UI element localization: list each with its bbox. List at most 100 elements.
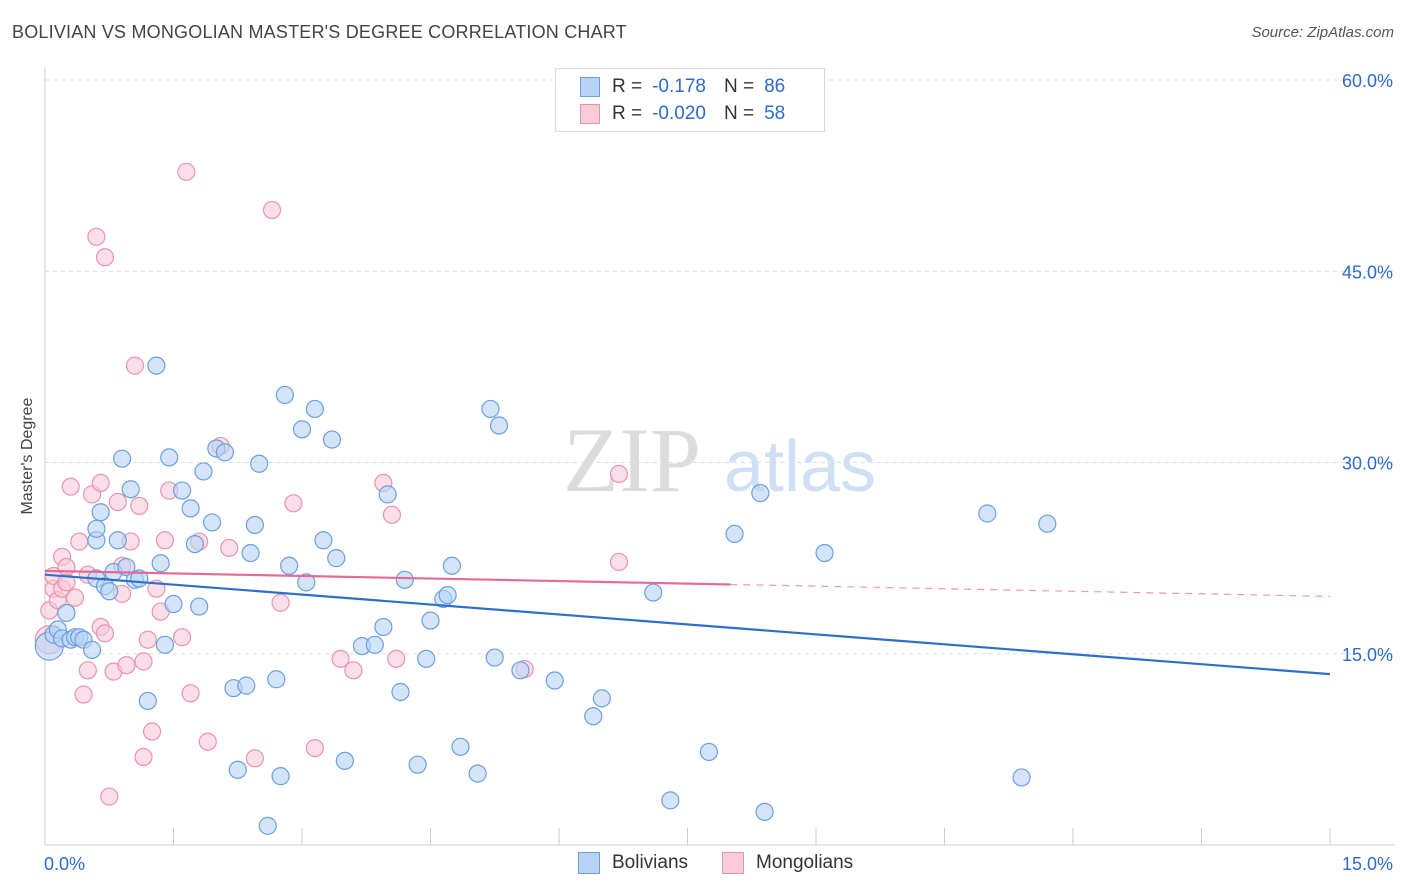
n-label: N = <box>723 76 755 97</box>
watermark-zip: ZIP <box>563 409 701 511</box>
mongolians-point <box>609 552 629 572</box>
bolivians-point <box>365 635 384 654</box>
stats-legend-row-bolivians: R = -0.178 N = 86 <box>580 74 785 100</box>
mongolians-point <box>125 356 145 375</box>
mongolians-point <box>344 661 363 680</box>
legend-label-mongolians: Mongolians <box>756 852 854 873</box>
x-tick-label: 15.0% <box>1342 854 1393 874</box>
y-tick-label: 45.0% <box>1342 262 1393 282</box>
bolivians-point <box>1012 768 1031 787</box>
legend-item-mongolians[interactable]: Mongolians <box>722 852 853 874</box>
bolivians-point <box>1038 514 1057 533</box>
mongolians-point <box>155 531 175 550</box>
mongolians-point <box>117 656 136 675</box>
mongolians-point <box>108 492 127 512</box>
mongolians-point <box>134 747 153 767</box>
y-tick-label: 30.0% <box>1342 454 1393 474</box>
bolivians-point <box>250 454 269 473</box>
bolivians-point <box>511 661 530 680</box>
mongolians-trend-line <box>44 569 731 586</box>
bolivians-point <box>468 764 487 783</box>
axes <box>44 68 1395 846</box>
mongolians-point <box>305 738 324 758</box>
mongolians-point <box>177 162 196 181</box>
mongolians-point <box>271 593 290 612</box>
bolivians-point <box>699 742 719 762</box>
bolivians-point <box>202 513 222 532</box>
series-legend: Bolivians Mongolians <box>0 852 1406 878</box>
watermark: ZIP atlas <box>563 409 876 511</box>
bolivians-point <box>237 676 256 695</box>
mongolians-point <box>609 464 629 484</box>
mongolians-point <box>130 496 149 515</box>
bolivians-point <box>592 689 611 708</box>
bolivians-point <box>644 583 663 602</box>
bolivians-points <box>34 356 1057 835</box>
bolivians-point <box>335 751 354 770</box>
stats-legend: R = -0.178 N = 86 R = -0.020 N = 58 <box>555 68 825 132</box>
legend-item-bolivians[interactable]: Bolivians <box>578 852 688 874</box>
mongolians-swatch <box>722 852 744 874</box>
mongolians-trend-extension <box>730 583 1331 597</box>
bolivians-point <box>584 707 603 726</box>
bolivians-point <box>545 671 564 690</box>
n-label: N = <box>723 103 755 124</box>
bolivians-point <box>391 682 410 702</box>
bolivians-trend-line <box>44 573 1331 676</box>
bolivians-point <box>57 603 76 623</box>
trend-lines <box>44 569 1331 676</box>
mongolians-point <box>198 732 217 751</box>
bolivians-point <box>485 648 504 667</box>
mongolians-point <box>382 505 402 524</box>
mongolians-point <box>95 624 115 643</box>
mongolians-point <box>181 684 200 703</box>
bolivians-point <box>292 420 312 439</box>
mongolians-point <box>387 649 406 668</box>
bolivians-point <box>725 524 744 544</box>
bolivians-point <box>117 557 136 577</box>
r-label: R = <box>612 103 643 124</box>
mongolians-point <box>331 649 350 668</box>
source-label: Source: ZipAtlas.com <box>1251 24 1394 41</box>
bolivians-point <box>267 670 286 689</box>
bolivians-point <box>374 617 393 637</box>
bolivians-point <box>751 484 770 503</box>
bolivians-point <box>258 816 277 835</box>
bolivians-point <box>271 767 290 786</box>
bolivians-point <box>112 449 132 468</box>
n-value: 86 <box>764 76 786 97</box>
n-value: 58 <box>764 103 786 124</box>
bolivians-point <box>280 556 299 575</box>
bolivians-point <box>151 554 170 573</box>
bolivians-point <box>297 573 316 592</box>
mongolians-point <box>172 628 192 647</box>
tick-labels: 15.0% 30.0% 45.0% 60.0% 0.0% 15.0% <box>44 71 1393 874</box>
bolivians-swatch <box>580 77 600 97</box>
r-label: R = <box>612 76 643 97</box>
stats-legend-row-mongolians: R = -0.020 N = 58 <box>580 101 785 127</box>
bolivians-point <box>87 519 106 538</box>
bolivians-point <box>228 760 247 779</box>
mongolians-point <box>142 722 162 741</box>
bolivians-point <box>327 549 346 568</box>
bolivians-point <box>241 543 260 563</box>
bolivians-point <box>481 399 500 419</box>
bolivians-point <box>408 755 427 774</box>
mongolians-point <box>78 661 97 680</box>
bolivians-point <box>215 443 234 462</box>
bolivians-point <box>245 515 264 535</box>
mongolians-point <box>65 588 85 607</box>
mongolians-point <box>262 200 282 220</box>
mongolians-point <box>70 532 89 551</box>
bolivians-point <box>190 597 209 616</box>
bolivians-point <box>442 556 462 575</box>
mongolians-point <box>138 630 157 649</box>
chart-title: BOLIVIAN VS MONGOLIAN MASTER'S DEGREE CO… <box>12 22 627 42</box>
watermark-atlas: atlas <box>724 427 876 507</box>
x-tick-label: 0.0% <box>44 854 85 874</box>
mongolians-point <box>57 557 76 577</box>
mongolians-point <box>284 494 303 513</box>
y-tick-label: 15.0% <box>1342 645 1393 665</box>
mongolians-point <box>91 473 110 492</box>
